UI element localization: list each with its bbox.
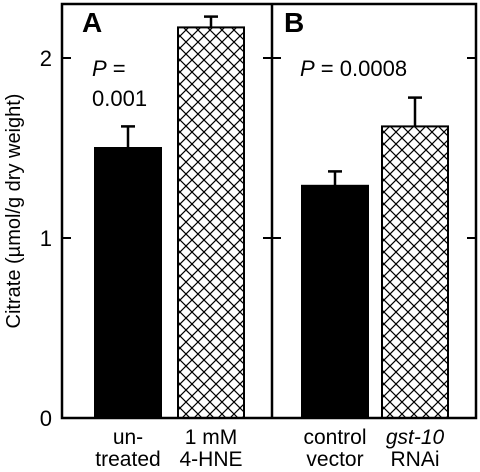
bar [177, 26, 245, 420]
category-label: treated [95, 448, 160, 471]
category-label: 1 mM [185, 426, 238, 449]
category-label: gst-10 [386, 426, 445, 449]
labels-layer: 0 1 2 Citrate (µmol/g dry weight) Aun-treate… [3, 7, 444, 471]
bar [94, 147, 162, 419]
bars-layer [94, 15, 449, 420]
y-tick-label: 0 [40, 406, 52, 431]
category-label: un- [113, 426, 143, 449]
axes-layer [60, 2, 478, 420]
bar [381, 125, 449, 420]
y-tick-label: 1 [40, 226, 52, 251]
y-tick-label: 2 [40, 46, 52, 71]
p-value-label: P = 0.0008 [300, 56, 407, 81]
p-value-text: = [107, 56, 126, 81]
category-label: RNAi [390, 448, 439, 471]
p-symbol: P [92, 56, 107, 81]
p-value-text: = 0.0008 [315, 56, 407, 81]
bar [301, 184, 369, 419]
category-label: 4-HNE [179, 448, 242, 471]
p-value-label: P = [92, 56, 126, 81]
y-axis-label: Citrate (µmol/g dry weight) [3, 94, 25, 329]
category-label: vector [306, 448, 363, 471]
p-symbol: P [300, 56, 315, 81]
p-value-label: 0.001 [92, 86, 147, 111]
category-label: control [303, 426, 366, 449]
panel-letter: A [82, 7, 102, 38]
panel-letter: B [284, 7, 304, 38]
